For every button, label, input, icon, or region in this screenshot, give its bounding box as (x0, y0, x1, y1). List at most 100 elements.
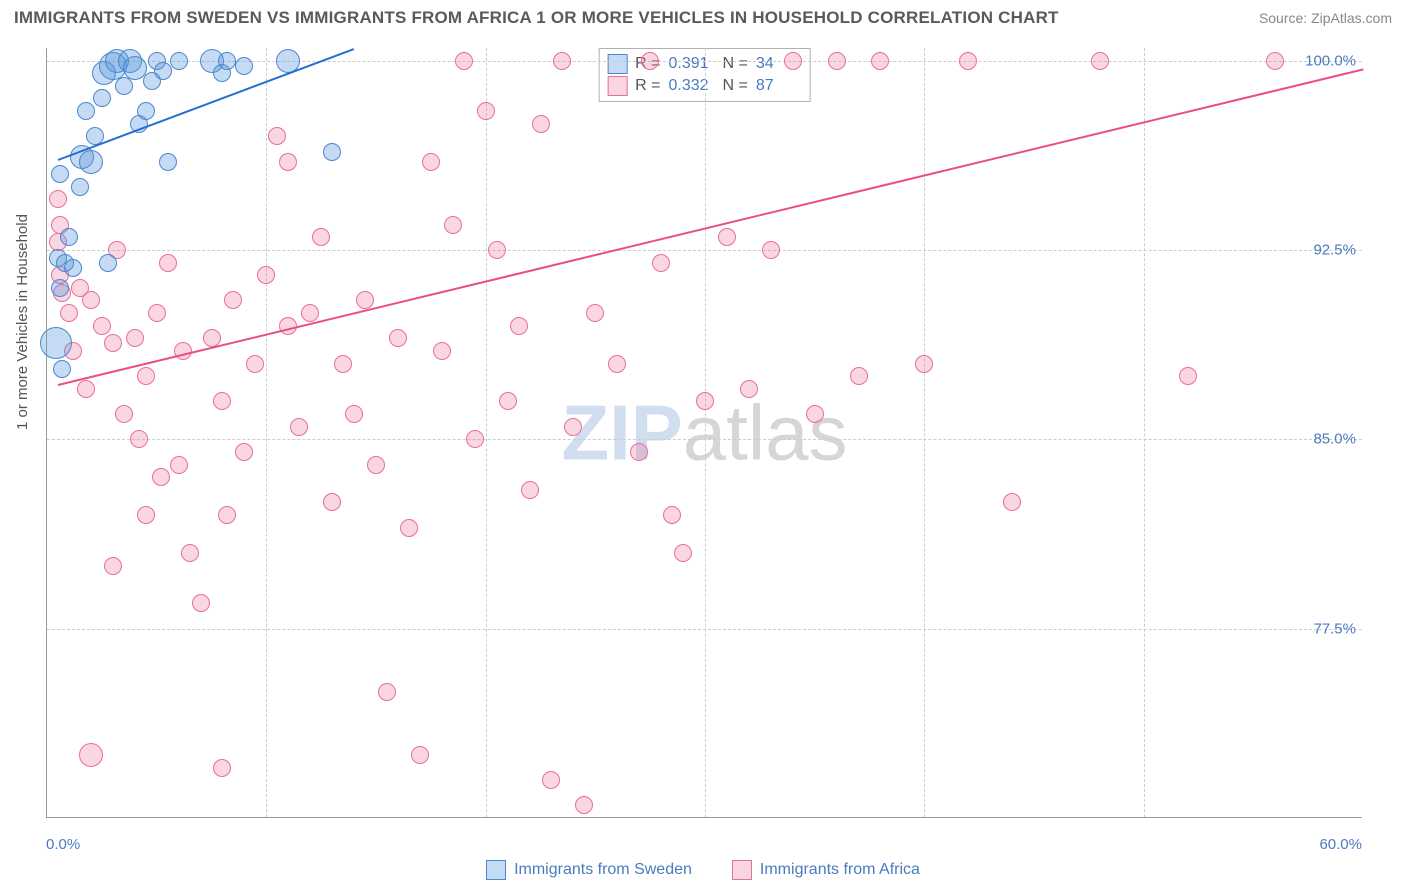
scatter-point-sweden (64, 259, 82, 277)
scatter-point-sweden (143, 72, 161, 90)
scatter-point-sweden (93, 89, 111, 107)
scatter-point-africa (762, 241, 780, 259)
scatter-point-africa (115, 405, 133, 423)
r-label-2: R = (635, 77, 660, 95)
scatter-point-africa (828, 52, 846, 70)
gridline-vertical (1144, 48, 1145, 817)
scatter-point-africa (488, 241, 506, 259)
bottom-legend: Immigrants from Sweden Immigrants from A… (0, 860, 1406, 880)
gridline-vertical (705, 48, 706, 817)
gridline-vertical (266, 48, 267, 817)
x-tick-max: 60.0% (1319, 836, 1362, 853)
n-label-2: N = (723, 77, 748, 95)
y-tick-label: 77.5% (1313, 620, 1356, 637)
scatter-point-africa (79, 743, 103, 767)
scatter-point-sweden (99, 254, 117, 272)
scatter-point-africa (148, 304, 166, 322)
scatter-point-africa (246, 355, 264, 373)
scatter-point-africa (553, 52, 571, 70)
scatter-point-africa (323, 493, 341, 511)
scatter-point-africa (378, 683, 396, 701)
scatter-point-sweden (218, 52, 236, 70)
scatter-point-africa (915, 355, 933, 373)
scatter-point-africa (334, 355, 352, 373)
scatter-point-africa (126, 329, 144, 347)
scatter-point-africa (422, 153, 440, 171)
africa-swatch-icon (607, 76, 627, 96)
scatter-point-africa (224, 291, 242, 309)
scatter-point-africa (192, 594, 210, 612)
legend-label-africa: Immigrants from Africa (760, 861, 920, 879)
scatter-point-africa (345, 405, 363, 423)
scatter-point-africa (356, 291, 374, 309)
scatter-point-sweden (170, 52, 188, 70)
scatter-point-africa (60, 304, 78, 322)
scatter-point-africa (137, 367, 155, 385)
scatter-point-africa (181, 544, 199, 562)
r-value-1: 0.391 (669, 55, 715, 73)
scatter-point-africa (290, 418, 308, 436)
legend-label-sweden: Immigrants from Sweden (514, 861, 692, 879)
scatter-point-africa (213, 759, 231, 777)
scatter-point-africa (279, 153, 297, 171)
scatter-point-sweden (40, 327, 72, 359)
scatter-point-africa (510, 317, 528, 335)
scatter-point-sweden (60, 228, 78, 246)
scatter-point-africa (652, 254, 670, 272)
scatter-point-africa (806, 405, 824, 423)
scatter-point-africa (542, 771, 560, 789)
scatter-point-africa (213, 392, 231, 410)
y-tick-label: 92.5% (1313, 241, 1356, 258)
scatter-point-africa (499, 392, 517, 410)
trendline-africa (58, 68, 1363, 386)
scatter-point-africa (871, 52, 889, 70)
scatter-point-sweden (77, 102, 95, 120)
scatter-point-africa (718, 228, 736, 246)
scatter-point-africa (477, 102, 495, 120)
scatter-point-africa (93, 317, 111, 335)
scatter-point-africa (77, 380, 95, 398)
scatter-point-africa (411, 746, 429, 764)
scatter-point-africa (1179, 367, 1197, 385)
scatter-point-africa (268, 127, 286, 145)
source-label: Source: ZipAtlas.com (1259, 10, 1392, 26)
scatter-point-africa (466, 430, 484, 448)
scatter-point-africa (630, 443, 648, 461)
scatter-point-africa (82, 291, 100, 309)
scatter-point-africa (312, 228, 330, 246)
scatter-point-africa (696, 392, 714, 410)
scatter-point-africa (521, 481, 539, 499)
scatter-point-africa (130, 430, 148, 448)
gridline-vertical (486, 48, 487, 817)
y-axis-title: 1 or more Vehicles in Household (14, 214, 31, 430)
legend-item-africa: Immigrants from Africa (732, 860, 920, 880)
scatter-point-africa (400, 519, 418, 537)
scatter-point-sweden (137, 102, 155, 120)
scatter-point-africa (170, 456, 188, 474)
scatter-point-africa (104, 334, 122, 352)
scatter-point-africa (608, 355, 626, 373)
scatter-point-sweden (51, 165, 69, 183)
scatter-point-sweden (79, 150, 103, 174)
scatter-point-africa (218, 506, 236, 524)
scatter-point-africa (586, 304, 604, 322)
scatter-point-africa (674, 544, 692, 562)
n-value-2: 87 (756, 77, 802, 95)
scatter-point-sweden (323, 143, 341, 161)
x-tick-min: 0.0% (46, 836, 80, 853)
n-label-1: N = (723, 55, 748, 73)
gridline-vertical (924, 48, 925, 817)
scatter-point-africa (564, 418, 582, 436)
scatter-point-sweden (235, 57, 253, 75)
r-value-2: 0.332 (669, 77, 715, 95)
scatter-point-sweden (51, 279, 69, 297)
scatter-point-africa (1003, 493, 1021, 511)
scatter-point-africa (257, 266, 275, 284)
scatter-point-africa (301, 304, 319, 322)
scatter-point-sweden (159, 153, 177, 171)
scatter-point-africa (455, 52, 473, 70)
scatter-point-africa (641, 52, 659, 70)
scatter-point-africa (740, 380, 758, 398)
africa-swatch-icon (732, 860, 752, 880)
plot-area: ZIPatlas R = 0.391 N = 34 R = 0.332 N = … (46, 48, 1362, 818)
